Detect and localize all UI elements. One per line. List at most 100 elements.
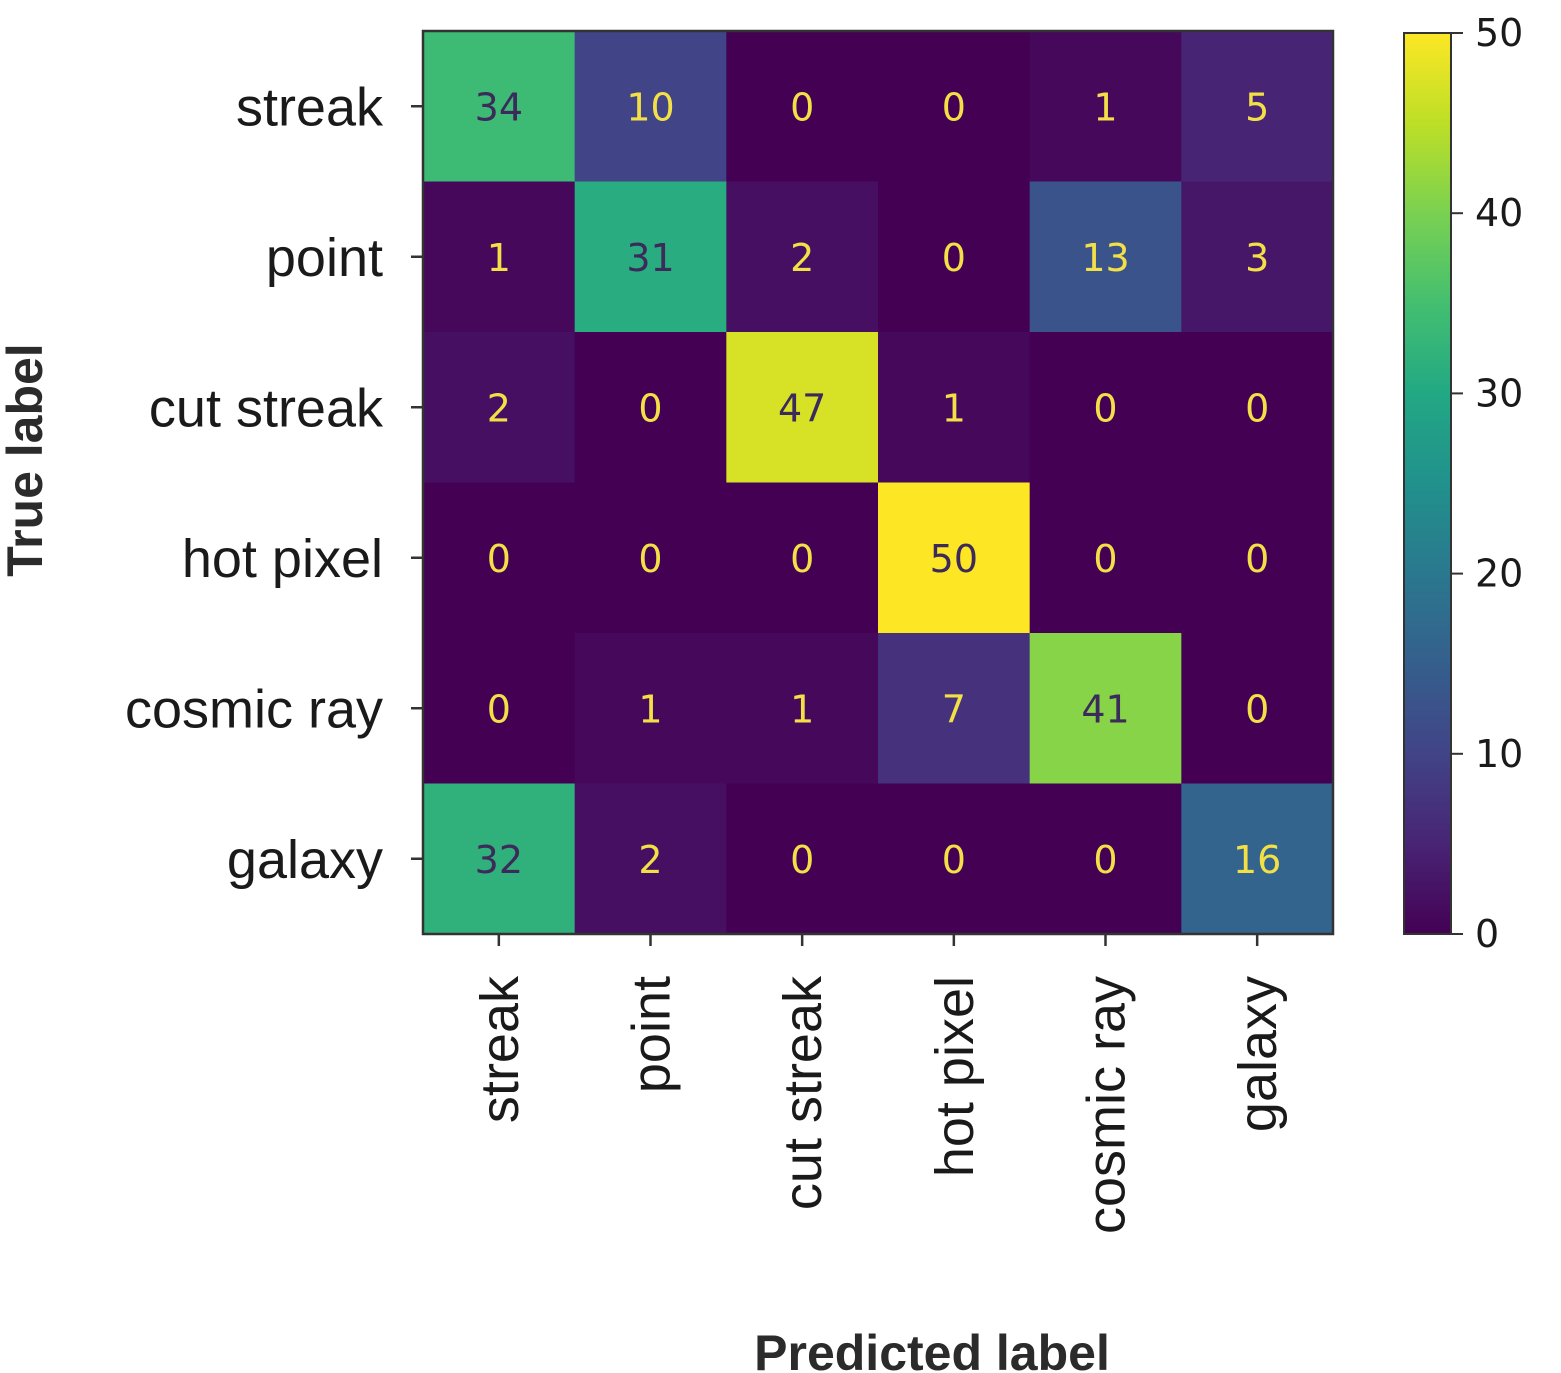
cell-value-label: 7 xyxy=(942,687,966,731)
matrix-cell xyxy=(726,31,879,182)
x-tick-label: cut streak xyxy=(773,975,833,1210)
cell-value-label: 0 xyxy=(942,838,966,882)
matrix-frame xyxy=(421,29,1335,936)
matrix-cell xyxy=(1181,783,1334,935)
matrix-cell xyxy=(878,181,1031,333)
y-tick-label: cosmic ray xyxy=(125,679,383,739)
cell-value-label: 0 xyxy=(942,85,966,129)
matrix-cell xyxy=(1029,31,1182,182)
colorbar-tick-label: 30 xyxy=(1475,371,1523,415)
x-axis-ticks: streak point cut streak hot pixel cosmic ray… xyxy=(470,934,1288,1234)
cell-value-label: 2 xyxy=(487,386,511,430)
cell-value-label: 5 xyxy=(1245,85,1269,129)
matrix-cell xyxy=(574,31,727,182)
cell-value-label: 3 xyxy=(1245,236,1269,280)
matrix-cell xyxy=(423,783,576,935)
cell-value-label: 31 xyxy=(626,236,674,280)
matrix-cell xyxy=(726,332,879,483)
cell-value-label: 50 xyxy=(930,537,978,581)
cell-value-label: 0 xyxy=(487,537,511,581)
cell-value-label: 32 xyxy=(475,838,523,882)
matrix-cell xyxy=(878,633,1031,784)
matrix-cell xyxy=(423,332,576,483)
y-axis-title: True label xyxy=(0,343,53,576)
cell-value-label: 0 xyxy=(942,236,966,280)
y-tick-label: streak xyxy=(236,77,384,137)
cell-value-label: 0 xyxy=(638,537,662,581)
matrix-cell xyxy=(1029,332,1182,483)
matrix-cell xyxy=(1029,783,1182,935)
matrix-cell xyxy=(1029,181,1182,333)
matrix-cell xyxy=(574,332,727,483)
cell-value-label: 0 xyxy=(790,537,814,581)
cell-value-label: 1 xyxy=(638,687,662,731)
matrix-cell xyxy=(1181,181,1334,333)
colorbar-ticks: 0 10 20 30 40 50 xyxy=(1451,11,1523,956)
x-tick-label: point xyxy=(622,976,682,1093)
matrix-cell xyxy=(726,482,879,634)
matrix-cell xyxy=(423,181,576,333)
matrix-cell xyxy=(1029,633,1182,784)
matrix-cell-values: 34 10 0 0 1 51 31 2 0 13 32 0 47 1 0 00 0 0 50 0 00 1 1 7 41 032 2… xyxy=(475,85,1282,882)
cell-value-label: 0 xyxy=(638,386,662,430)
x-tick-label: hot pixel xyxy=(925,976,985,1177)
cell-value-label: 10 xyxy=(626,85,674,129)
matrix-cell xyxy=(878,482,1031,634)
y-tick-label: point xyxy=(266,228,383,288)
colorbar-tick-label: 50 xyxy=(1475,11,1523,55)
cell-value-label: 0 xyxy=(1093,838,1117,882)
matrix-cell xyxy=(574,181,727,333)
matrix-cell xyxy=(423,482,576,634)
cell-value-label: 0 xyxy=(487,687,511,731)
y-tick-label: hot pixel xyxy=(182,529,383,589)
cell-value-label: 0 xyxy=(790,85,814,129)
x-tick-label: galaxy xyxy=(1228,976,1288,1132)
x-tick-label: cosmic ray xyxy=(1077,976,1137,1234)
cell-value-label: 1 xyxy=(487,236,511,280)
matrix-cell xyxy=(878,31,1031,182)
cell-value-label: 1 xyxy=(790,687,814,731)
x-tick-label: streak xyxy=(470,975,530,1123)
y-tick-label: cut streak xyxy=(149,378,384,438)
colorbar-tick-label: 10 xyxy=(1475,732,1523,776)
matrix-cell xyxy=(1029,482,1182,634)
cell-value-label: 2 xyxy=(638,838,662,882)
matrix-cell xyxy=(726,181,879,333)
matrix-cell xyxy=(423,633,576,784)
cell-value-label: 0 xyxy=(1245,687,1269,731)
colorbar-tick-label: 0 xyxy=(1475,912,1499,956)
colorbar xyxy=(1403,32,1452,935)
colorbar-tick-label: 20 xyxy=(1475,552,1523,596)
y-axis-ticks: streak point cut streak hot pixel cosmic ray… xyxy=(125,77,423,890)
x-axis-title: Predicted label xyxy=(754,1325,1110,1373)
cell-value-label: 1 xyxy=(942,386,966,430)
cell-value-label: 16 xyxy=(1233,838,1281,882)
y-tick-label: galaxy xyxy=(227,830,383,890)
matrix-cell xyxy=(1181,332,1334,483)
cell-value-label: 1 xyxy=(1093,85,1117,129)
cell-value-label: 0 xyxy=(1245,386,1269,430)
cell-value-label: 0 xyxy=(790,838,814,882)
matrix-cell xyxy=(1181,482,1334,634)
matrix-cell xyxy=(423,31,576,182)
cell-value-label: 41 xyxy=(1081,687,1129,731)
matrix-cell xyxy=(574,482,727,634)
cell-value-label: 13 xyxy=(1081,236,1129,280)
cell-value-label: 34 xyxy=(475,85,523,129)
matrix-cell xyxy=(878,783,1031,935)
cell-value-label: 0 xyxy=(1093,537,1117,581)
cell-value-label: 0 xyxy=(1093,386,1117,430)
matrix-cells xyxy=(423,31,1334,935)
cell-value-label: 47 xyxy=(778,386,826,430)
matrix-cell xyxy=(1181,633,1334,784)
matrix-cell xyxy=(574,633,727,784)
matrix-cell xyxy=(1181,31,1334,182)
matrix-cell xyxy=(574,783,727,935)
cell-value-label: 0 xyxy=(1245,537,1269,581)
matrix-cell xyxy=(726,783,879,935)
matrix-cell xyxy=(878,332,1031,483)
matrix-cell xyxy=(726,633,879,784)
colorbar-tick-label: 40 xyxy=(1475,191,1523,235)
cell-value-label: 2 xyxy=(790,236,814,280)
